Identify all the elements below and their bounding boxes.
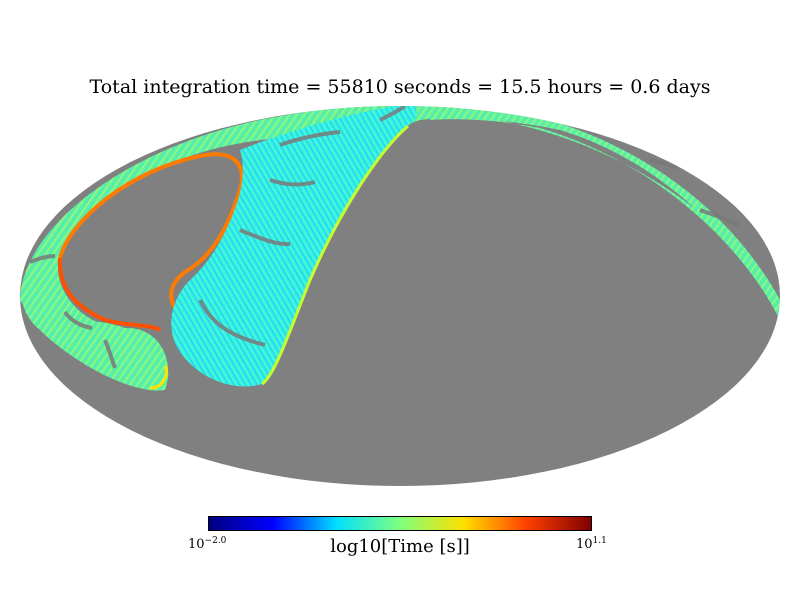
hot-rim-left: [58, 152, 244, 314]
scan-streaks: [29, 106, 741, 369]
coverage-tip-lower-left: [22, 300, 169, 391]
arm-edge-highlight: [261, 124, 409, 386]
colorbar-max-label: 101.1: [576, 536, 607, 552]
unobserved-hole-left: [59, 154, 242, 323]
coverage-arm-central: [171, 106, 417, 387]
colorbar-min-label: 10−2.0: [188, 536, 227, 552]
colorbar-label: log10[Time [s]]: [330, 536, 470, 557]
hot-rim-left-outer: [57, 257, 162, 332]
colorbar: [208, 516, 592, 531]
coverage-layer: [20, 106, 780, 391]
map-title: Total integration time = 55810 seconds =…: [89, 76, 711, 98]
coverage-band-right: [430, 112, 780, 320]
hot-rim-tip: [149, 365, 168, 390]
